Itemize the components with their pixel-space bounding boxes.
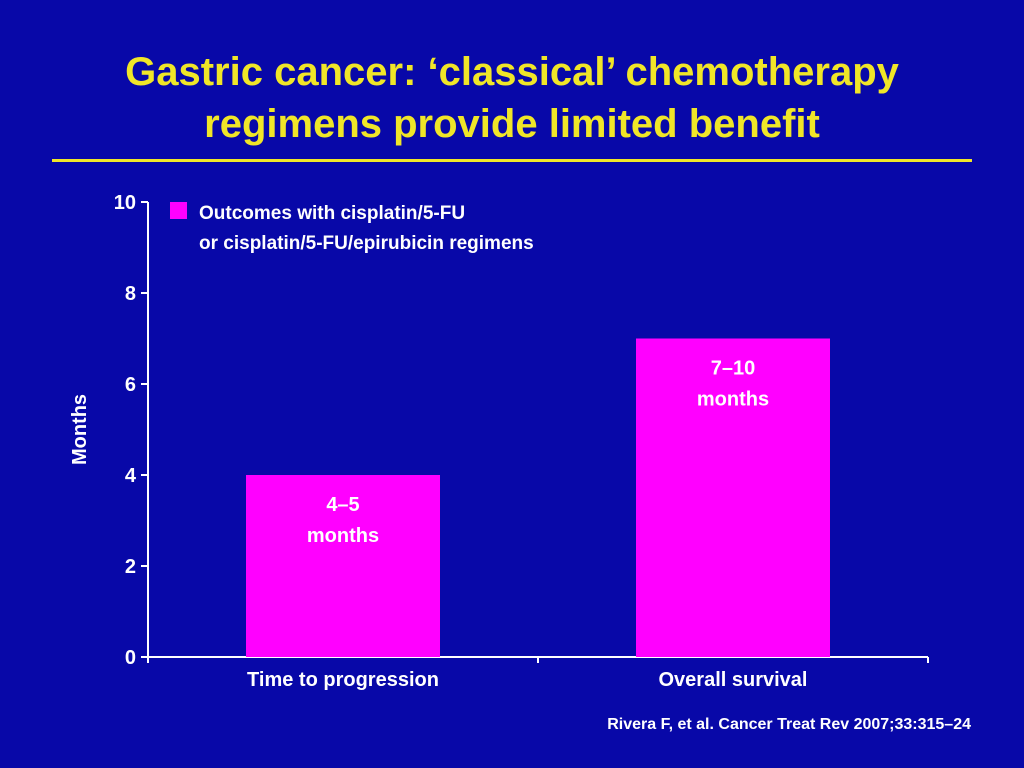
- bar-data-label: months: [307, 525, 379, 547]
- y-axis-label: Months: [69, 394, 91, 465]
- title-divider: [52, 159, 972, 162]
- slide-title: Gastric cancer: ‘classical’ chemotherapy…: [0, 46, 1024, 150]
- slide-title-line-1: Gastric cancer: ‘classical’ chemotherapy: [125, 50, 899, 94]
- y-tick-label: 8: [125, 283, 136, 305]
- slide-title-line-2: regimens provide limited benefit: [204, 102, 820, 146]
- y-tick-label: 10: [114, 192, 136, 214]
- bar: [636, 338, 830, 657]
- bar-data-label: 4–5: [326, 494, 359, 516]
- citation: Rivera F, et al. Cancer Treat Rev 2007;3…: [607, 716, 971, 733]
- bar: [246, 475, 440, 657]
- y-tick-label: 2: [125, 556, 136, 578]
- y-tick-label: 4: [125, 465, 137, 487]
- bar-data-label: months: [697, 389, 769, 411]
- y-tick-label: 6: [125, 374, 136, 396]
- bar-data-label: 7–10: [711, 358, 756, 380]
- legend-swatch: [170, 202, 187, 219]
- legend-label: or cisplatin/5-FU/epirubicin regimens: [199, 233, 534, 254]
- y-tick-label: 0: [125, 647, 136, 669]
- legend-label: Outcomes with cisplatin/5-FU: [199, 203, 465, 224]
- x-category-label: Overall survival: [659, 669, 808, 691]
- x-category-label: Time to progression: [247, 669, 439, 691]
